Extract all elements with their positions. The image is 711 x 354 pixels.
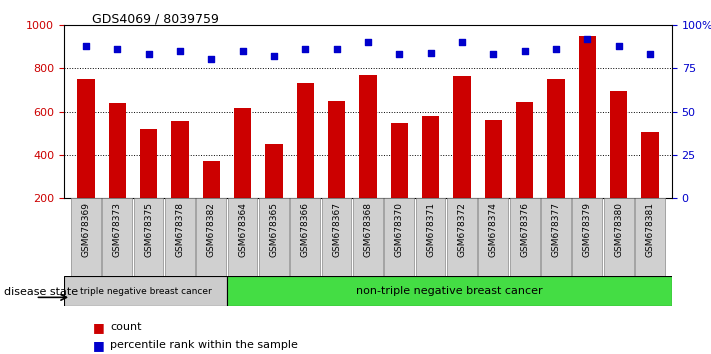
Point <box>363 39 374 45</box>
Bar <box>109 103 126 241</box>
Point <box>143 51 154 57</box>
Point <box>80 43 92 48</box>
Bar <box>290 198 320 276</box>
Point <box>488 51 499 57</box>
Point <box>112 46 123 52</box>
Point <box>613 43 624 48</box>
Text: GSM678376: GSM678376 <box>520 202 529 257</box>
Point <box>394 51 405 57</box>
Point <box>268 53 279 59</box>
Bar <box>547 79 565 241</box>
Text: triple negative breast cancer: triple negative breast cancer <box>80 287 211 296</box>
Bar <box>447 198 477 276</box>
Bar <box>321 198 351 276</box>
Bar <box>328 101 346 241</box>
Text: GSM678370: GSM678370 <box>395 202 404 257</box>
Bar <box>228 198 257 276</box>
Bar <box>579 36 596 241</box>
Text: GDS4069 / 8039759: GDS4069 / 8039759 <box>92 12 219 25</box>
Point <box>550 46 562 52</box>
Point <box>519 48 530 54</box>
Text: GSM678365: GSM678365 <box>269 202 279 257</box>
Bar <box>641 132 658 241</box>
Bar <box>422 116 439 241</box>
Bar <box>77 79 95 241</box>
Bar <box>171 121 188 241</box>
Text: GSM678369: GSM678369 <box>82 202 90 257</box>
Bar <box>635 198 665 276</box>
Bar <box>102 198 132 276</box>
Bar <box>516 102 533 241</box>
Text: GSM678366: GSM678366 <box>301 202 310 257</box>
Text: GSM678371: GSM678371 <box>426 202 435 257</box>
Text: GSM678378: GSM678378 <box>176 202 184 257</box>
Point <box>425 50 437 55</box>
Text: GSM678377: GSM678377 <box>552 202 560 257</box>
Bar <box>259 198 289 276</box>
Bar <box>610 91 627 241</box>
Point <box>174 48 186 54</box>
Bar <box>165 198 195 276</box>
Text: GSM678367: GSM678367 <box>332 202 341 257</box>
Bar <box>604 198 634 276</box>
Text: GSM678374: GSM678374 <box>488 202 498 257</box>
Text: ■: ■ <box>92 339 105 352</box>
Text: GSM678380: GSM678380 <box>614 202 623 257</box>
Bar <box>359 75 377 241</box>
Text: GSM678375: GSM678375 <box>144 202 153 257</box>
Text: GSM678373: GSM678373 <box>113 202 122 257</box>
Text: non-triple negative breast cancer: non-triple negative breast cancer <box>356 286 542 296</box>
Bar <box>353 198 383 276</box>
Bar <box>196 198 226 276</box>
Bar <box>510 198 540 276</box>
Text: GSM678368: GSM678368 <box>363 202 373 257</box>
Text: percentile rank within the sample: percentile rank within the sample <box>110 340 298 350</box>
Text: GSM678381: GSM678381 <box>646 202 654 257</box>
Bar <box>541 198 571 276</box>
Bar <box>385 198 415 276</box>
Text: GSM678372: GSM678372 <box>457 202 466 257</box>
Bar <box>234 108 251 241</box>
Bar <box>203 161 220 241</box>
Bar <box>390 124 408 241</box>
Bar <box>454 76 471 241</box>
Bar <box>479 198 508 276</box>
Text: count: count <box>110 322 141 332</box>
Point <box>331 46 342 52</box>
Point <box>456 39 468 45</box>
Bar <box>227 276 672 306</box>
Text: disease state: disease state <box>4 287 77 297</box>
Point <box>582 36 593 41</box>
Bar <box>485 120 502 241</box>
Text: GSM678379: GSM678379 <box>583 202 592 257</box>
Point <box>644 51 656 57</box>
Text: GSM678364: GSM678364 <box>238 202 247 257</box>
Text: ■: ■ <box>92 321 105 334</box>
Bar <box>71 198 101 276</box>
Bar <box>134 198 164 276</box>
Point <box>237 48 248 54</box>
Point <box>205 57 217 62</box>
Point <box>299 46 311 52</box>
Bar <box>64 276 227 306</box>
Bar <box>416 198 446 276</box>
Bar <box>296 83 314 241</box>
Bar <box>572 198 602 276</box>
Bar <box>140 129 157 241</box>
Bar <box>265 144 282 241</box>
Text: GSM678382: GSM678382 <box>207 202 215 257</box>
